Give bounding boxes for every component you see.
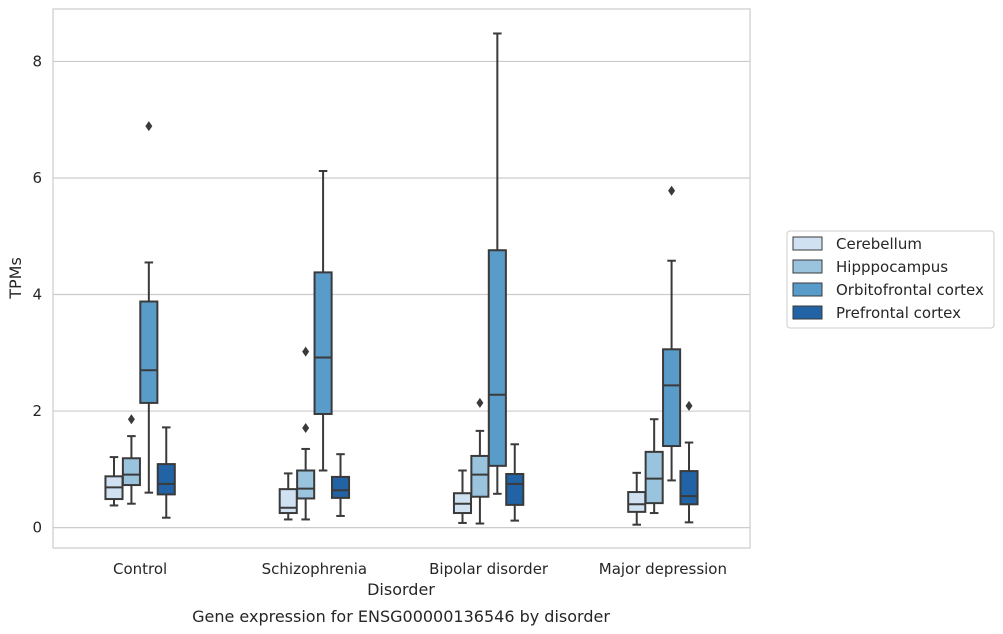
box-iqr bbox=[679, 470, 699, 506]
box-orbitofrontal-cortex bbox=[662, 185, 682, 482]
legend-label: Cerebellum bbox=[836, 235, 922, 253]
legend-label: Prefrontal cortex bbox=[836, 304, 961, 322]
box-iqr bbox=[330, 475, 351, 499]
box-iqr bbox=[627, 491, 647, 513]
box-cerebellum bbox=[452, 469, 473, 524]
box-iqr bbox=[505, 472, 525, 506]
grid-lines bbox=[53, 60, 750, 529]
outlier-point bbox=[668, 185, 676, 196]
box-orbitofrontal-cortex bbox=[139, 121, 159, 494]
outlier-point bbox=[127, 414, 135, 425]
legend-label: Hipppocampus bbox=[836, 258, 948, 276]
y-tick-label: 6 bbox=[32, 169, 42, 187]
x-tick-label: Control bbox=[113, 560, 167, 578]
legend: Cerebellum Hipppocampus Orbitofrontal cort… bbox=[786, 230, 995, 329]
box-hipppocampus bbox=[644, 418, 664, 515]
legend-frame bbox=[786, 230, 995, 329]
outlier-point bbox=[302, 346, 310, 357]
x-tick-label: Bipolar disorder bbox=[429, 560, 549, 578]
box-cerebellum bbox=[278, 472, 298, 521]
x-tick-label: Major depression bbox=[599, 560, 727, 578]
y-tick-label: 0 bbox=[32, 519, 42, 537]
box-iqr bbox=[296, 469, 316, 500]
plot-frame bbox=[52, 8, 751, 549]
box-iqr bbox=[139, 300, 159, 404]
box-hipppocampus bbox=[121, 414, 141, 505]
box-prefrontal-cortex bbox=[679, 400, 699, 524]
box-iqr bbox=[662, 348, 682, 448]
chart-caption: Gene expression for ENSG00000136546 by d… bbox=[192, 607, 610, 626]
box-prefrontal-cortex bbox=[330, 453, 351, 517]
box-cerebellum bbox=[627, 471, 647, 526]
legend-swatch bbox=[792, 236, 823, 251]
box-prefrontal-cortex bbox=[156, 426, 176, 519]
outlier-point bbox=[476, 397, 484, 408]
y-axis-title: TPMs bbox=[6, 257, 25, 300]
box-prefrontal-cortex bbox=[505, 443, 525, 522]
y-tick-labels: 0 2 4 6 8 bbox=[32, 52, 42, 536]
box-orbitofrontal-cortex bbox=[487, 32, 507, 495]
legend-swatch bbox=[792, 282, 823, 297]
outlier-point bbox=[302, 422, 310, 433]
y-tick-label: 4 bbox=[32, 286, 42, 304]
box-hipppocampus bbox=[470, 397, 490, 525]
box-groups bbox=[104, 32, 699, 526]
y-tick-label: 8 bbox=[32, 52, 42, 70]
box-hipppocampus bbox=[296, 346, 316, 521]
box-iqr bbox=[644, 450, 664, 505]
legend-swatch bbox=[792, 305, 823, 320]
x-axis-title: Disorder bbox=[367, 580, 435, 599]
outlier-point bbox=[685, 400, 693, 411]
x-tick-labels: Control Schizophrenia Bipolar disorder Majo… bbox=[113, 560, 727, 578]
box-iqr bbox=[487, 249, 507, 467]
box-iqr bbox=[313, 271, 333, 415]
box-iqr bbox=[470, 454, 490, 498]
outlier-point bbox=[145, 121, 153, 132]
box-iqr bbox=[121, 457, 141, 487]
legend-swatch bbox=[792, 259, 823, 274]
box-iqr bbox=[156, 463, 176, 496]
legend-label: Orbitofrontal cortex bbox=[836, 281, 984, 299]
x-tick-label: Schizophrenia bbox=[262, 560, 367, 578]
box-orbitofrontal-cortex bbox=[313, 169, 333, 472]
y-tick-label: 2 bbox=[32, 402, 42, 420]
box-iqr bbox=[278, 488, 298, 515]
box-cerebellum bbox=[104, 456, 124, 507]
